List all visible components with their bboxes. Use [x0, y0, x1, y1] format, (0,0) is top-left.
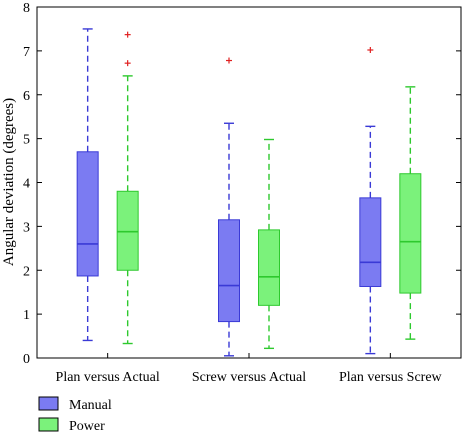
category-label: Plan versus Screw: [339, 370, 443, 385]
outlier-point: [367, 46, 374, 53]
y-tick-label: 5: [23, 133, 30, 148]
y-tick-label: 4: [23, 177, 30, 192]
iqr-box: [76, 151, 99, 277]
box-power: [399, 86, 422, 340]
y-tick-label: 1: [23, 308, 30, 323]
y-tick-label: 8: [23, 1, 30, 16]
iqr-box: [399, 173, 422, 294]
outlier-point: [124, 31, 131, 38]
legend-label-power: Power: [69, 419, 105, 434]
plot-frame: [36, 6, 462, 359]
category-label: Screw versus Actual: [192, 370, 306, 385]
outlier-point: [124, 60, 131, 67]
outlier-point: [226, 57, 232, 64]
iqr-box: [218, 219, 240, 323]
iqr-box: [359, 197, 382, 287]
box-power: [258, 138, 280, 350]
box-manual: [76, 28, 99, 342]
legend-swatch-manual: [38, 396, 59, 411]
y-tick-label: 2: [23, 264, 30, 279]
y-tick-label: 6: [23, 89, 30, 104]
box-manual: [359, 46, 382, 355]
box-power: [116, 31, 139, 345]
legend-label-manual: Manual: [69, 398, 112, 413]
iqr-box: [258, 229, 280, 306]
box-manual: [218, 57, 240, 357]
iqr-box: [116, 190, 139, 271]
y-tick-label: 3: [23, 220, 30, 235]
y-axis-label: Angular deviation (degrees): [1, 98, 17, 266]
legend-swatch-power: [38, 417, 59, 432]
y-tick-label: 0: [23, 352, 30, 367]
legend: Manual Power: [38, 396, 112, 434]
category-label: Plan versus Actual: [56, 370, 160, 385]
y-tick-label: 7: [23, 45, 30, 60]
